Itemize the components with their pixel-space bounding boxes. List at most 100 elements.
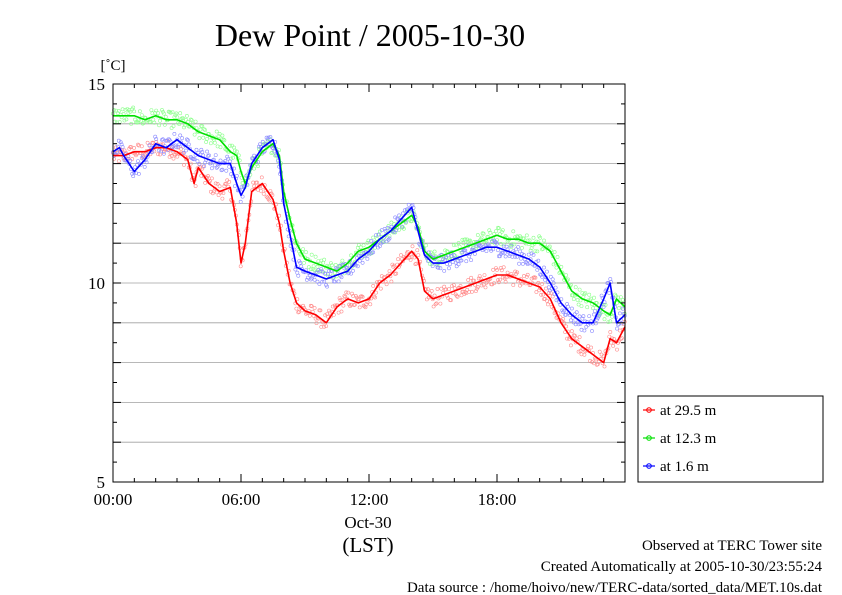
scatter-point bbox=[201, 135, 206, 140]
scatter-point bbox=[214, 129, 219, 134]
scatter-point bbox=[376, 232, 381, 237]
scatter-point bbox=[178, 133, 183, 138]
scatter-point bbox=[488, 230, 493, 235]
scatter-point bbox=[139, 113, 144, 118]
scatter-point bbox=[302, 260, 306, 265]
scatter-point bbox=[463, 248, 468, 253]
scatter-point bbox=[218, 158, 223, 163]
scatter-point bbox=[361, 243, 366, 248]
scatter-point bbox=[479, 283, 484, 288]
scatter-point bbox=[449, 284, 454, 289]
scatter-point bbox=[261, 191, 266, 196]
scatter-point bbox=[186, 142, 191, 147]
scatter-point bbox=[445, 249, 450, 254]
scatter-point bbox=[611, 343, 616, 348]
scatter-point bbox=[596, 359, 601, 364]
scatter-point bbox=[515, 270, 520, 275]
scatter-point bbox=[598, 311, 603, 315]
scatter-point bbox=[357, 258, 362, 263]
scatter-point bbox=[403, 221, 408, 225]
scatter-point bbox=[116, 109, 121, 113]
scatter-point bbox=[338, 298, 343, 303]
scatter-point bbox=[587, 314, 592, 319]
scatter-point bbox=[238, 199, 243, 204]
scatter-point bbox=[481, 282, 486, 287]
scatter-point bbox=[259, 150, 264, 155]
scatter-point bbox=[256, 144, 261, 149]
scatter-point bbox=[215, 164, 220, 169]
scatter-point bbox=[184, 137, 189, 142]
scatter-point bbox=[424, 297, 429, 302]
scatter-point bbox=[172, 131, 177, 136]
scatter-point bbox=[452, 286, 457, 291]
scatter-point bbox=[432, 293, 437, 298]
scatter-point bbox=[194, 147, 199, 152]
scatter-point bbox=[554, 298, 559, 303]
scatter-point bbox=[539, 273, 544, 277]
scatter-point bbox=[554, 265, 559, 270]
legend-marker-1 bbox=[646, 435, 652, 441]
scatter-point bbox=[325, 284, 330, 289]
scatter-point bbox=[311, 264, 316, 269]
scatter-point bbox=[157, 148, 162, 153]
scatter-point bbox=[369, 251, 374, 256]
scatter-point bbox=[395, 216, 400, 221]
scatter-point bbox=[156, 111, 161, 116]
scatter-point bbox=[606, 320, 611, 325]
scatter-point bbox=[304, 250, 308, 255]
scatter-point bbox=[124, 117, 129, 122]
scatter-point bbox=[337, 296, 342, 301]
legend-box bbox=[637, 395, 824, 483]
scatter-point bbox=[372, 294, 377, 299]
scatter-point bbox=[212, 140, 217, 145]
scatter-point bbox=[323, 271, 328, 276]
scatter-point bbox=[570, 329, 574, 334]
scatter-point bbox=[162, 122, 167, 127]
scatter-point bbox=[564, 312, 569, 317]
scatter-point bbox=[484, 280, 489, 285]
scatter-point bbox=[177, 142, 182, 147]
scatter-point bbox=[175, 154, 180, 159]
scatter-point bbox=[518, 249, 522, 254]
scatter-point bbox=[487, 228, 492, 233]
scatter-point bbox=[145, 140, 150, 145]
scatter-point bbox=[192, 132, 197, 137]
scatter-point bbox=[464, 259, 469, 264]
scatter-point bbox=[435, 287, 440, 291]
scatter-point bbox=[564, 273, 569, 278]
scatter-point bbox=[620, 306, 625, 311]
scatter-point bbox=[340, 298, 345, 303]
scatter-point bbox=[396, 257, 401, 262]
scatter-point bbox=[434, 301, 439, 306]
scatter-point bbox=[615, 347, 619, 352]
scatter-point bbox=[232, 148, 237, 153]
scatter-point bbox=[136, 118, 141, 123]
scatter-point bbox=[576, 349, 581, 354]
scatter-point bbox=[113, 119, 117, 124]
scatter-point bbox=[304, 311, 308, 316]
scatter-point bbox=[553, 285, 558, 290]
scatter-point bbox=[167, 154, 172, 159]
scatter-point bbox=[427, 261, 432, 266]
scatter-point bbox=[228, 143, 233, 148]
scatter-point bbox=[181, 116, 186, 121]
footer-source: Data source : /home/hoivo/new/TERC-data/… bbox=[407, 580, 823, 595]
scatter-point bbox=[215, 181, 220, 186]
scatter-point bbox=[209, 166, 214, 171]
scatter-point bbox=[519, 256, 523, 261]
scatter-point bbox=[216, 134, 221, 139]
scatter-point bbox=[552, 250, 557, 254]
scatter-point bbox=[451, 283, 456, 288]
scatter-point bbox=[268, 135, 273, 139]
legend-marker-0 bbox=[646, 407, 652, 413]
scatter-point bbox=[481, 231, 486, 236]
scatter-point bbox=[467, 290, 472, 294]
scatter-point bbox=[401, 226, 406, 231]
scatter-point bbox=[594, 321, 598, 326]
scatter-point bbox=[443, 248, 448, 253]
scatter-point bbox=[497, 277, 502, 282]
scatter-point bbox=[202, 127, 207, 132]
scatter-point bbox=[137, 109, 142, 114]
scatter-point bbox=[204, 140, 209, 144]
